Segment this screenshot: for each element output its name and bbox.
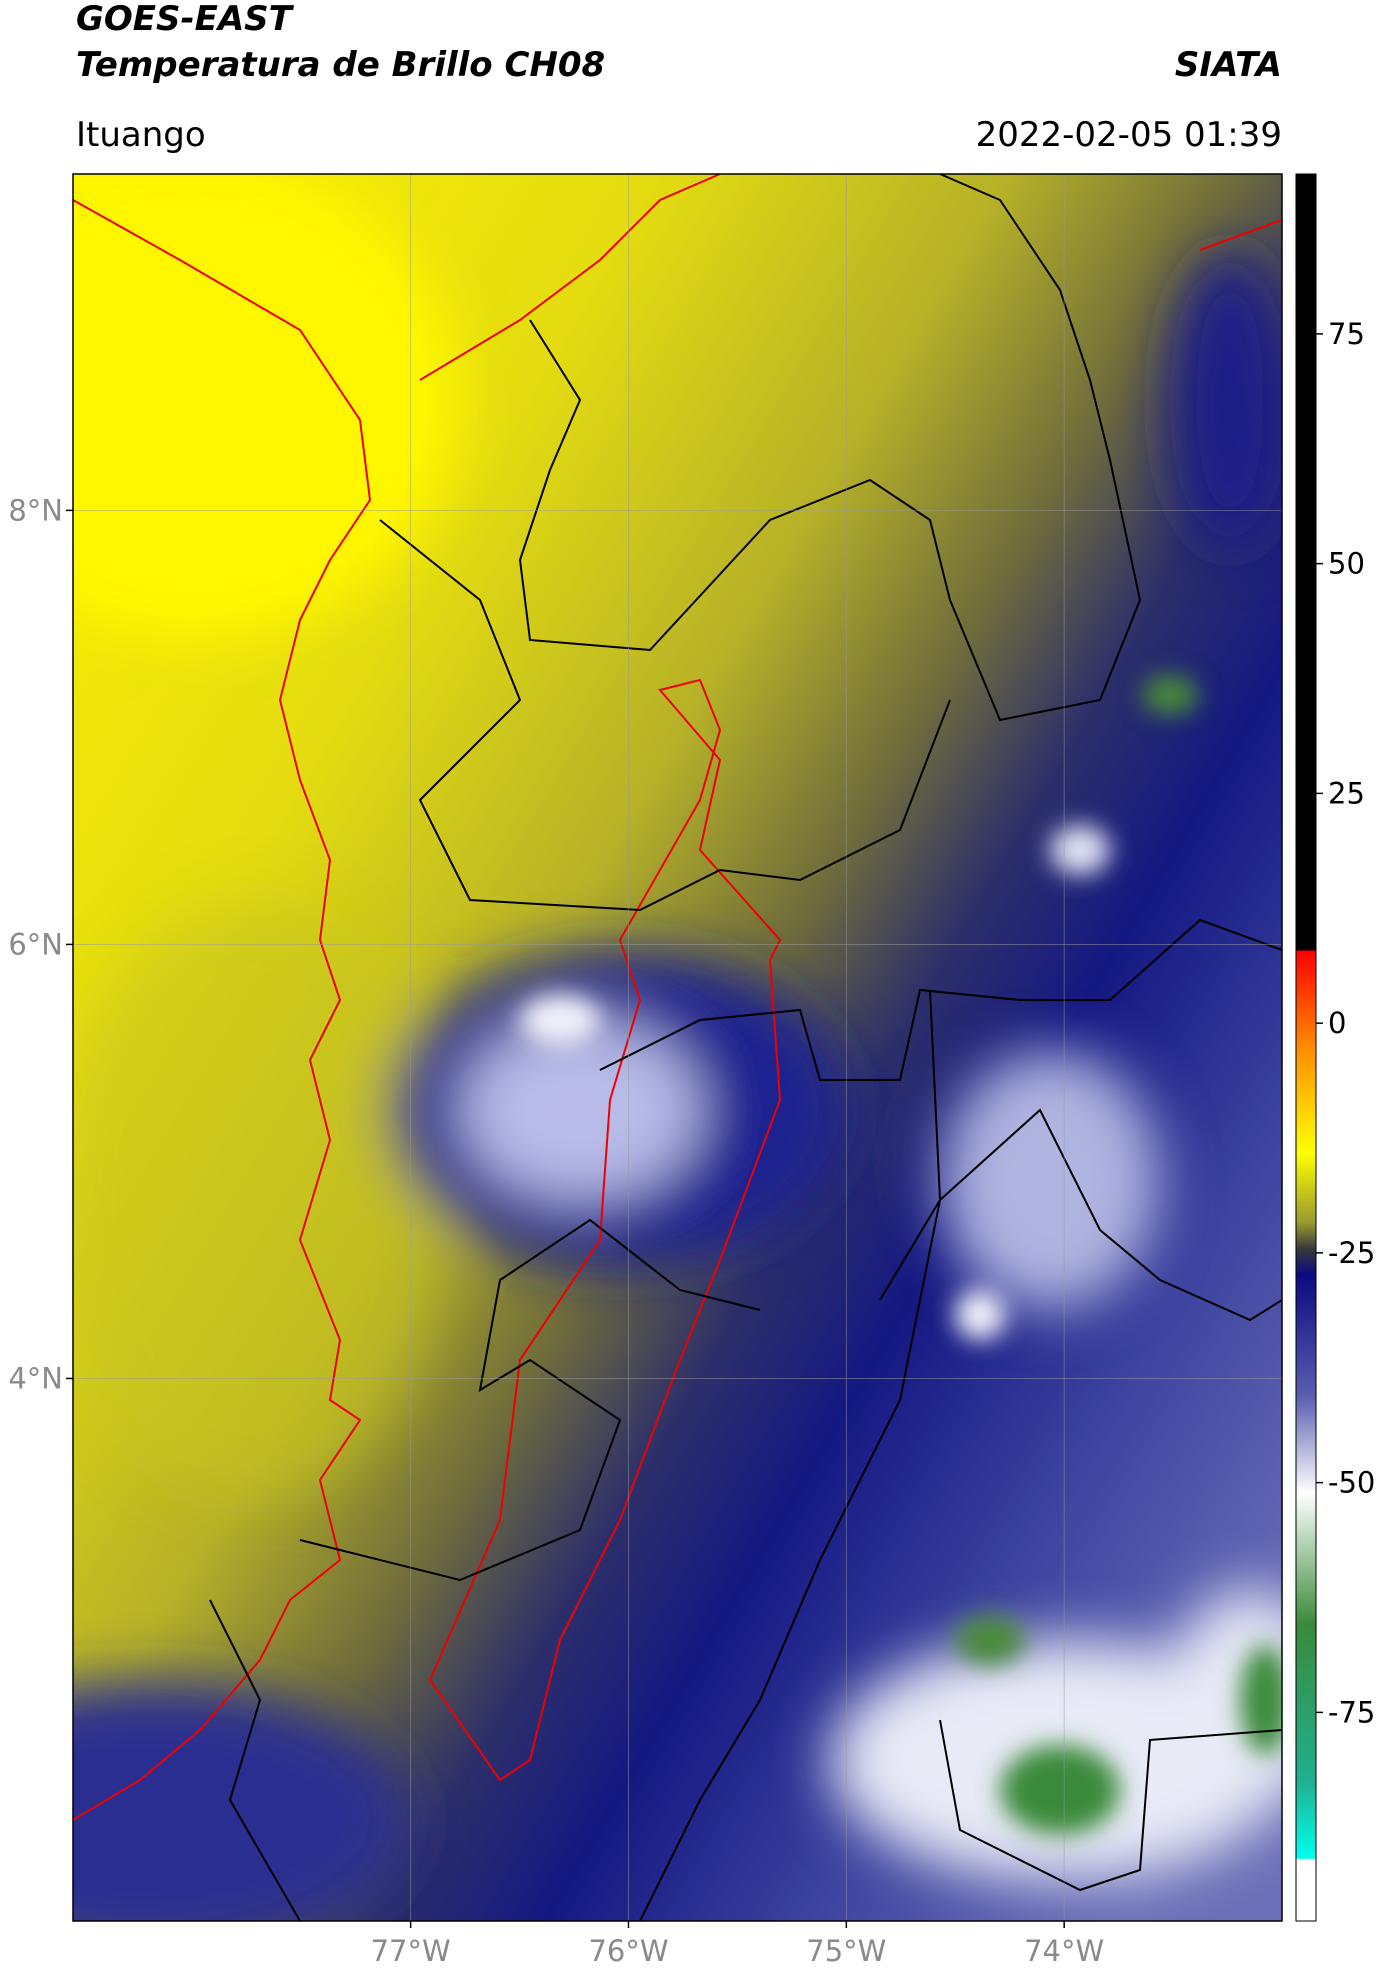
x-tick-label: 74°W: [1024, 1934, 1104, 1968]
map-imagery: [73, 174, 1282, 1921]
colorbar-tick-label: -75: [1328, 1695, 1375, 1729]
source: SIATA: [1175, 45, 1282, 85]
colorbar-tick-label: 75: [1328, 317, 1365, 351]
x-tick-label: 75°W: [806, 1934, 886, 1968]
y-tick-label: 4°N: [8, 1361, 63, 1395]
colorbar-tick-label: 50: [1328, 547, 1365, 581]
colorbar: [1295, 173, 1317, 1922]
colorbar-tick-label: 25: [1328, 776, 1365, 810]
location: Ituango: [76, 115, 206, 155]
x-tick-label: 76°W: [588, 1934, 668, 1968]
subtitle: Temperatura de Brillo CH08: [76, 45, 605, 85]
timestamp: 2022-02-05 01:39: [976, 115, 1282, 155]
y-tick-label: 8°N: [8, 493, 63, 527]
tick-labels: 77°W 76°W 75°W 74°W 8°N 6°N 4°N: [8, 493, 1104, 1968]
graticule: [73, 174, 1282, 1921]
colorbar-tick-label: -50: [1328, 1466, 1375, 1500]
x-tick-label: 77°W: [371, 1934, 451, 1968]
colorbar-tick-label: -25: [1328, 1236, 1375, 1270]
map-frame: [72, 173, 1283, 1922]
colorbar-ticks: 75 50 25 0 -25 -50 -75: [1316, 317, 1375, 1729]
colorbar-tick-label: 0: [1328, 1006, 1346, 1040]
title: GOES-EAST: [76, 0, 295, 39]
y-tick-label: 6°N: [8, 927, 63, 961]
